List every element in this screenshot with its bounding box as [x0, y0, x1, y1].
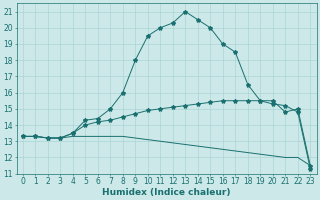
X-axis label: Humidex (Indice chaleur): Humidex (Indice chaleur) — [102, 188, 231, 197]
